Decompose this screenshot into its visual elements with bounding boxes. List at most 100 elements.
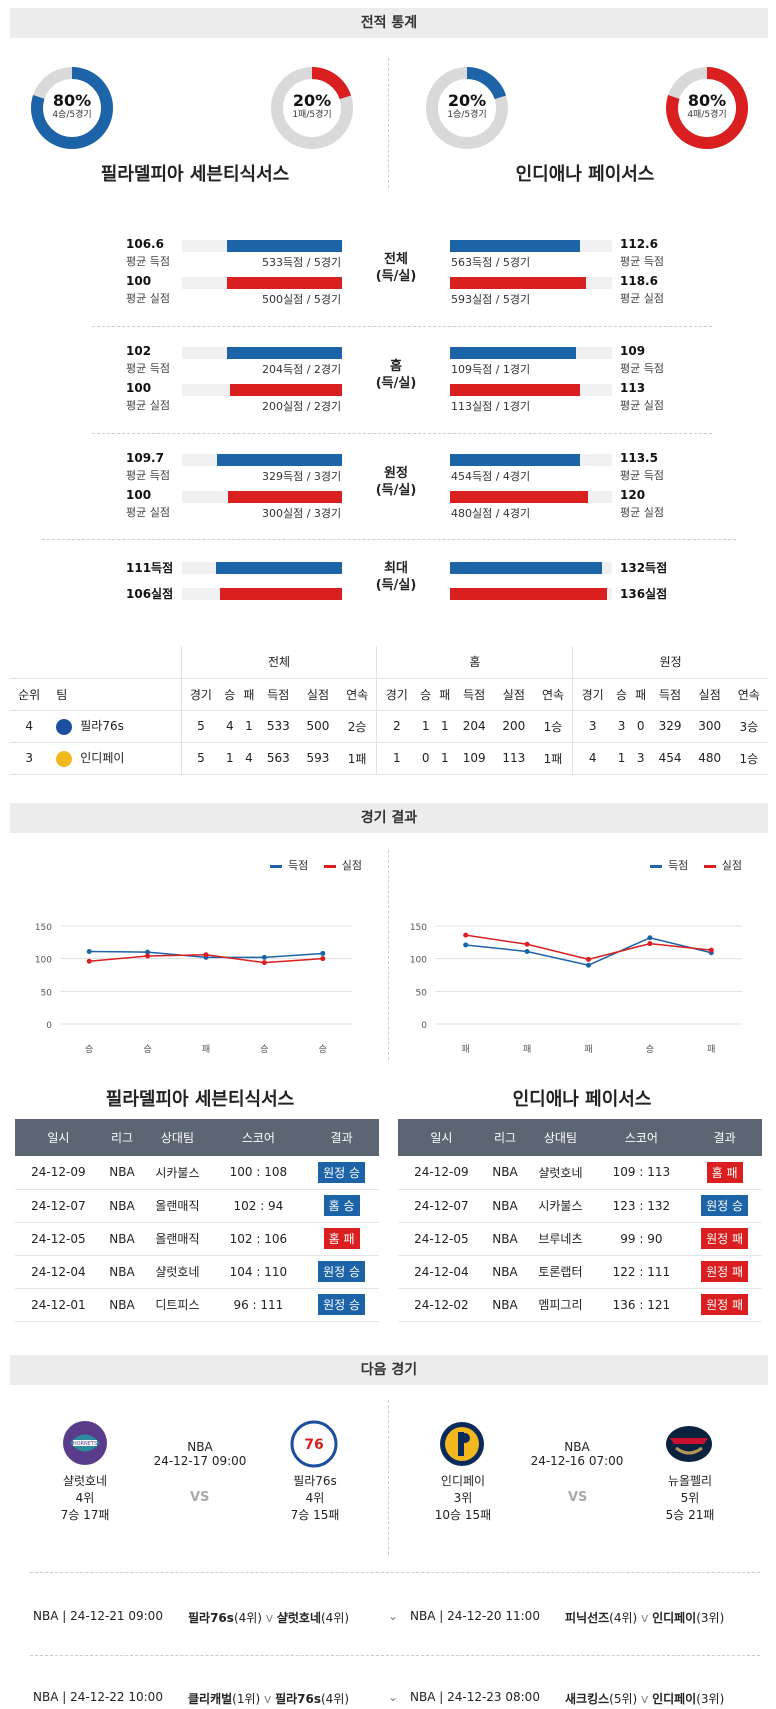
- divider: [42, 539, 736, 540]
- opponent-cell: 디트피스: [142, 1288, 213, 1322]
- score-cell: 102 : 106: [212, 1222, 305, 1256]
- schedule-team: 인디페이: [652, 1611, 697, 1625]
- results-header: 일시: [398, 1119, 485, 1156]
- score-cell: 100 : 108: [212, 1156, 305, 1190]
- divider: [388, 58, 389, 188]
- pelicans-logo-icon: [666, 1426, 712, 1462]
- next-right-home-record: 10승 15패: [434, 1508, 492, 1522]
- schedule-info: NBA | 24-12-21 09:00: [33, 1609, 163, 1623]
- left-allow-caption: 300실점 / 3경기: [262, 507, 342, 520]
- max-allow-bar-right: [450, 588, 607, 600]
- date-cell: 24-12-07: [398, 1189, 485, 1223]
- donut-caption: 4패/5경기: [687, 110, 727, 120]
- result-cell: 원정 패: [687, 1255, 762, 1289]
- category-sub: (득/실): [375, 376, 417, 391]
- next-right-away-name: 뉴올펠리: [667, 1474, 713, 1488]
- next-left-home: 샬럿호네 4위 7승 17패: [40, 1472, 130, 1523]
- stat-cell: 300: [689, 710, 730, 743]
- stat-cell: 204: [454, 710, 495, 743]
- opponent-cell: 올랜매직: [142, 1222, 213, 1256]
- y-tick-label: 100: [410, 956, 427, 966]
- win-rate-donut: 80% 4패/5경기: [665, 66, 749, 150]
- y-tick-label: 150: [410, 923, 427, 933]
- result-cell: 원정 패: [687, 1288, 762, 1322]
- category-name: 홈: [390, 359, 402, 374]
- result-badge: 원정 패: [701, 1261, 749, 1282]
- column-header: 득점: [454, 678, 495, 711]
- donut-arc: [31, 67, 113, 149]
- results-team-left: 필라델피아 세븐티식서스: [105, 1089, 295, 1110]
- category-name: 최대: [384, 561, 408, 576]
- score-cell: 104 : 110: [212, 1255, 305, 1289]
- column-header: 승: [220, 678, 240, 711]
- series-line-allow: [465, 934, 712, 961]
- left-score-caption: 329득점 / 3경기: [262, 470, 342, 483]
- schedule-row: NBA | 24-12-23 08:00: [410, 1690, 540, 1704]
- column-header: 실점: [494, 678, 534, 711]
- chart-legend-right: 득점 실점: [650, 857, 742, 873]
- column-header: 승: [611, 678, 632, 711]
- x-tick-label: 패: [462, 1044, 470, 1055]
- vs-icon: V: [641, 1695, 649, 1706]
- vs-icon: V: [641, 1614, 649, 1625]
- team-name: 인디페이: [80, 751, 125, 766]
- right-score-caption: 109득점 / 1경기: [451, 363, 531, 376]
- results-header: 결과: [687, 1119, 762, 1156]
- table-row: 24-12-02 NBA 멤피그리 136 : 121 원정 패: [398, 1288, 762, 1322]
- right-allow-value: 120: [620, 488, 646, 502]
- schedule-rank: (4위): [609, 1611, 638, 1625]
- next-right-home: 인디페이 3위 10승 15패: [418, 1472, 508, 1523]
- donut-percent: 20%: [292, 91, 332, 110]
- stat-cell: 2: [376, 710, 417, 743]
- schedule-matchup: 클리캐벌(1위) V 필라76s(4위): [188, 1690, 349, 1707]
- result-badge: 원정 승: [701, 1195, 749, 1216]
- stat-cell: 563: [258, 742, 299, 775]
- x-tick-label: 패: [584, 1044, 592, 1055]
- data-point: [586, 962, 591, 968]
- 76ers-logo-icon: 76: [290, 1420, 338, 1468]
- stat-cell: 4: [220, 710, 240, 743]
- left-score-bar: [227, 240, 342, 252]
- results-header: 상대팀: [525, 1119, 596, 1156]
- opponent-cell: 샬럿호네: [525, 1156, 596, 1190]
- next-left-time: 24-12-17 09:00: [153, 1454, 247, 1468]
- stat-cell: 3: [572, 710, 612, 743]
- date-cell: 24-12-07: [15, 1189, 102, 1223]
- results-team-right: 인디애나 페이서스: [512, 1089, 652, 1110]
- x-tick-label: 승: [143, 1044, 151, 1055]
- right-score-value: 113.5: [620, 451, 658, 465]
- max-allow-right: 136실점: [620, 587, 668, 601]
- left-allow-caption: 200실점 / 2경기: [262, 400, 342, 413]
- table-row: 24-12-01 NBA 디트피스 96 : 111 원정 승: [15, 1288, 379, 1322]
- score-cell: 96 : 111: [212, 1288, 305, 1322]
- league-cell: NBA: [484, 1189, 526, 1223]
- result-badge: 원정 패: [701, 1294, 749, 1315]
- schedule-team: 인디페이: [652, 1692, 697, 1706]
- right-score-label: 평균 득점: [620, 362, 664, 375]
- column-header: 실점: [298, 678, 338, 711]
- divider: [30, 1655, 760, 1656]
- next-right-away: 뉴올펠리 5위 5승 21패: [645, 1472, 735, 1523]
- next-left-vs: VS: [190, 1490, 210, 1505]
- results-chart-right: 0 50 100 150 패 패 패 승 패: [410, 923, 742, 1055]
- right-score-bar: [450, 240, 580, 252]
- data-point: [86, 948, 92, 954]
- score-cell: 99 : 90: [595, 1222, 688, 1256]
- next-left-info: NBA 24-12-17 09:00: [150, 1440, 250, 1468]
- team-name-left: 필라델피아 세븐티식서스: [100, 164, 290, 185]
- chart-legend-left: 득점 실점: [270, 857, 362, 873]
- opponent-cell: 올랜매직: [142, 1189, 213, 1223]
- donut-percent: 20%: [447, 91, 487, 110]
- league-cell: NBA: [101, 1288, 143, 1322]
- schedule-row: NBA | 24-12-21 09:00: [33, 1609, 163, 1623]
- next-right-away-rank: 5위: [680, 1491, 700, 1505]
- stat-cell: 109: [454, 742, 495, 775]
- league-cell: NBA: [101, 1222, 143, 1256]
- data-point: [708, 947, 714, 953]
- date-cell: 24-12-04: [15, 1255, 102, 1289]
- divider: [92, 433, 712, 434]
- next-right-league: NBA: [564, 1440, 590, 1454]
- stat-cell: 593: [298, 742, 338, 775]
- date-cell: 24-12-05: [398, 1222, 485, 1256]
- data-point: [145, 949, 151, 955]
